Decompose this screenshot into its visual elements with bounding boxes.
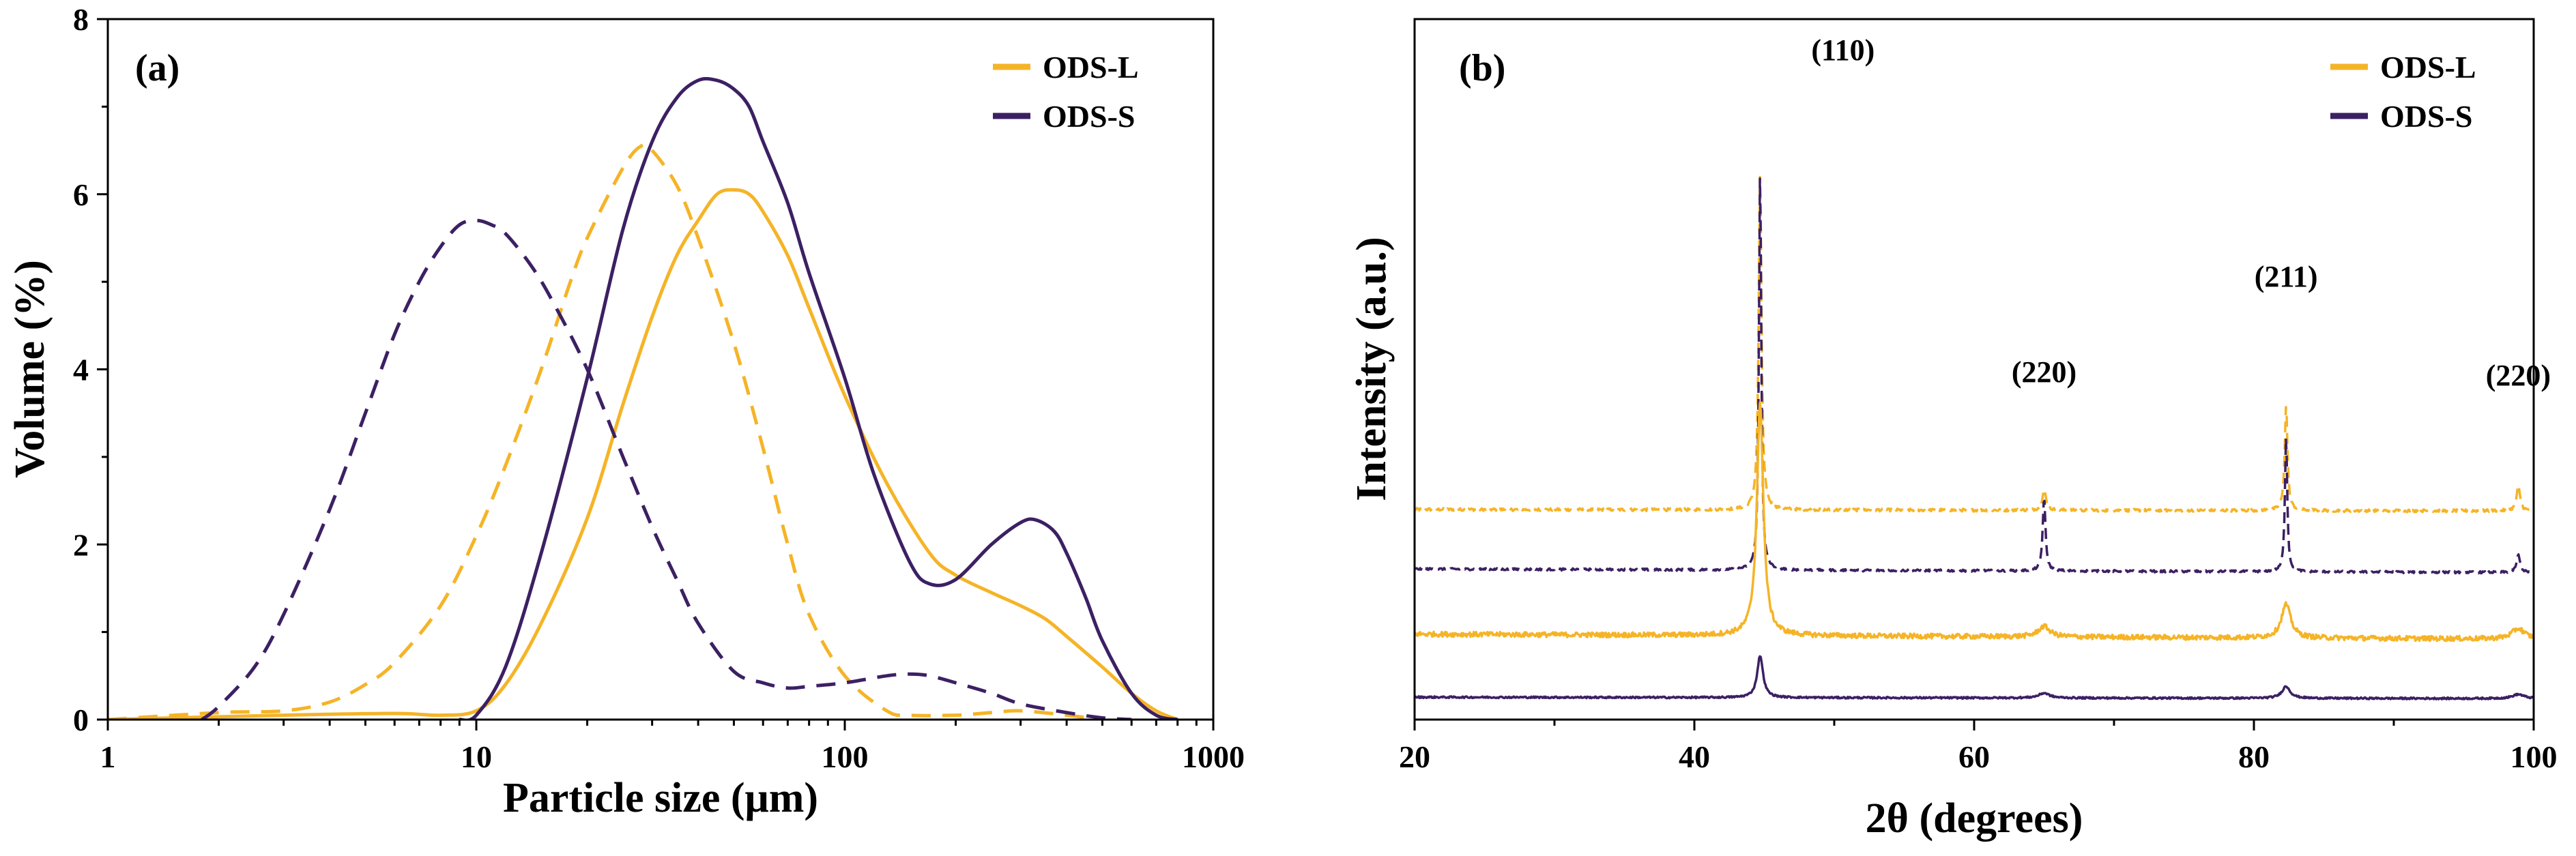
panel-a-x-axis-title: Particle size (μm) — [503, 775, 818, 821]
panel-b-x-tick-label: 40 — [1679, 739, 1710, 774]
panel-a-ticks: 1 10 100 1000 0 2 4 6 8 — [73, 2, 1245, 774]
panel-b-plot-frame — [1413, 18, 2535, 721]
panel-b-x-axis-title: 2θ (degrees) — [1866, 795, 2083, 842]
panel-a-x-tick-label: 1 — [100, 739, 116, 774]
panel-b-ticks: 20 40 60 80 100 — [1399, 720, 2558, 774]
panel-b-x-tick-label: 60 — [1958, 739, 1990, 774]
panel-b: 20 40 60 80 100 (110) (220) (211) (220) (b) ODS… — [1348, 18, 2558, 842]
panel-b-peak-labels: (110) (220) (211) (220) — [1811, 33, 2551, 392]
panel-b-peak-label: (110) — [1811, 33, 1875, 67]
panel-a-series-group — [108, 76, 1178, 720]
panel-a-series-ods-l-dashed — [108, 143, 1103, 720]
panel-b-series-ods-l-dashed — [1415, 175, 2534, 514]
panel-b-peak-label: (220) — [2486, 359, 2551, 392]
panel-b-peak-label: (220) — [2012, 355, 2076, 389]
panel-a-y-tick-label: 4 — [73, 353, 89, 387]
panel-b-peak-label: (211) — [2255, 260, 2318, 293]
panel-a-legend-label-ods-l: ODS-L — [1043, 50, 1139, 85]
panel-b-y-axis-title: Intensity (a.u.) — [1348, 237, 1395, 501]
panel-b-x-tick-label: 80 — [2238, 739, 2270, 774]
panel-b-series-group — [1415, 175, 2534, 700]
panel-b-legend-label-ods-s: ODS-S — [2380, 99, 2472, 134]
panel-a-x-tick-label: 100 — [822, 739, 869, 774]
panel-b-series-ods-s-solid — [1415, 655, 2534, 700]
panel-a-series-ods-l-solid — [108, 188, 1178, 720]
panel-b-x-tick-label: 100 — [2510, 739, 2558, 774]
panel-a-x-tick-label: 10 — [461, 739, 492, 774]
panel-b-label: (b) — [1459, 47, 1505, 89]
panel-a-legend-label-ods-s: ODS-S — [1043, 99, 1135, 134]
panel-b-series-ods-l-solid — [1415, 401, 2534, 643]
panel-b-legend: ODS-L ODS-S — [2330, 50, 2476, 134]
panel-a-y-tick-label: 0 — [73, 703, 89, 737]
panel-b-legend-label-ods-l: ODS-L — [2380, 50, 2476, 85]
panel-b-x-tick-label: 20 — [1399, 739, 1430, 774]
panel-a-series-ods-s-dashed — [201, 218, 1132, 720]
panel-b-series-ods-s-dashed — [1415, 177, 2534, 575]
panel-a-y-tick-label: 8 — [73, 2, 89, 37]
panel-a: 1 10 100 1000 0 2 4 6 8 (a) ODS-L ODS-S Particle… — [7, 2, 1245, 821]
panel-a-y-tick-label: 6 — [73, 177, 89, 212]
panel-a-x-tick-label: 1000 — [1182, 739, 1245, 774]
panel-a-legend: ODS-L ODS-S — [993, 50, 1139, 134]
panel-a-y-axis-title: Volume (%) — [7, 260, 53, 478]
panel-a-y-tick-label: 2 — [73, 527, 89, 562]
panel-a-series-ods-s-solid — [459, 76, 1178, 720]
panel-a-label: (a) — [135, 47, 179, 89]
